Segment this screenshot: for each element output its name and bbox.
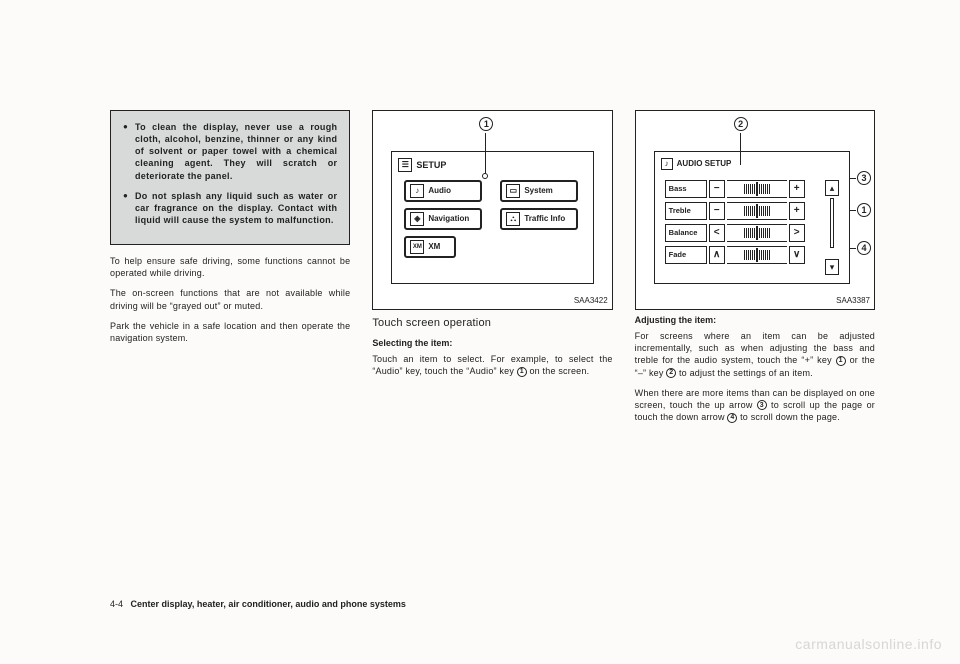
column-1: To clean the display, never use a rough … — [110, 110, 350, 431]
level-bar — [727, 224, 787, 242]
column-2: 1 ☰ SETUP ♪ Audio ▭ System ◈ Naviga — [372, 110, 612, 431]
minus-button[interactable]: − — [709, 202, 725, 220]
caution-item: To clean the display, never use a rough … — [123, 121, 337, 182]
level-bar — [727, 180, 787, 198]
body-text: For screens where an item can be adjuste… — [635, 330, 875, 379]
button-label: System — [524, 186, 552, 197]
row-label: Bass — [665, 180, 707, 198]
screen-title-text: AUDIO SETUP — [677, 159, 732, 170]
figure-audio-setup: 2 3 1 4 ♪ AUDIO SETUP Bass − + Treble — [635, 110, 875, 310]
callout-circle: 3 — [857, 171, 871, 185]
callout-circle: 1 — [857, 203, 871, 217]
inline-callout: 1 — [517, 367, 527, 377]
button-label: Navigation — [428, 214, 469, 225]
scroll-up-button[interactable]: ▴ — [825, 180, 839, 196]
scroll-down-button[interactable]: ▾ — [825, 259, 839, 275]
audio-setup-screen: ♪ AUDIO SETUP Bass − + Treble − + B — [654, 151, 850, 284]
bass-row: Bass − + — [665, 180, 805, 198]
sub-heading: Selecting the item: — [372, 337, 612, 349]
callout-circle: 4 — [857, 241, 871, 255]
system-icon: ▭ — [506, 184, 520, 198]
xm-button[interactable]: XM XM — [404, 236, 456, 258]
button-label: Traffic Info — [524, 214, 565, 225]
down-button[interactable]: ∨ — [789, 246, 805, 264]
plus-button[interactable]: + — [789, 202, 805, 220]
page-number: 4-4 — [110, 599, 123, 609]
row-label: Balance — [665, 224, 707, 242]
figure-id: SAA3387 — [836, 296, 870, 307]
right-button[interactable]: > — [789, 224, 805, 242]
callout-circle: 2 — [734, 117, 748, 131]
page-content: To clean the display, never use a rough … — [110, 110, 875, 431]
caution-item: Do not splash any liquid such as water o… — [123, 190, 337, 226]
sub-heading: Adjusting the item: — [635, 314, 875, 326]
inline-callout: 2 — [666, 368, 676, 378]
level-bar — [727, 246, 787, 264]
navigation-button[interactable]: ◈ Navigation — [404, 208, 482, 230]
body-text: To help ensure safe driving, some functi… — [110, 255, 350, 279]
leader-line — [850, 178, 856, 179]
button-label: Audio — [428, 186, 451, 197]
chapter-title: Center display, heater, air conditioner,… — [131, 599, 406, 609]
figure-setup-screen: 1 ☰ SETUP ♪ Audio ▭ System ◈ Naviga — [372, 110, 612, 310]
text-fragment: on the screen. — [529, 366, 589, 376]
audio-button[interactable]: ♪ Audio — [404, 180, 482, 202]
callout-circle: 1 — [479, 117, 493, 131]
body-text: Park the vehicle in a safe location and … — [110, 320, 350, 344]
inline-callout: 3 — [757, 400, 767, 410]
setup-screen: ☰ SETUP ♪ Audio ▭ System ◈ Navigation ⛬ — [391, 151, 593, 284]
page-footer: 4-4 Center display, heater, air conditio… — [110, 599, 406, 609]
screen-title: ☰ SETUP — [398, 158, 446, 172]
level-bar — [727, 202, 787, 220]
text-fragment: to adjust the settings of an item. — [679, 368, 813, 378]
traffic-icon: ⛬ — [506, 212, 520, 226]
screen-title-text: SETUP — [416, 159, 446, 171]
button-label: XM — [428, 242, 440, 253]
body-text: When there are more items than can be di… — [635, 387, 875, 423]
navigation-icon: ◈ — [410, 212, 424, 226]
traffic-button[interactable]: ⛬ Traffic Info — [500, 208, 578, 230]
row-label: Fade — [665, 246, 707, 264]
up-button[interactable]: ∧ — [709, 246, 725, 264]
scroll-track: ▴ ▾ — [825, 180, 839, 275]
setup-icon: ☰ — [398, 158, 412, 172]
plus-button[interactable]: + — [789, 180, 805, 198]
audio-icon: ♪ — [410, 184, 424, 198]
column-3: 2 3 1 4 ♪ AUDIO SETUP Bass − + Treble — [635, 110, 875, 431]
scroll-thumb[interactable] — [830, 198, 834, 248]
section-heading: Touch screen operation — [372, 316, 612, 331]
treble-row: Treble − + — [665, 202, 805, 220]
speaker-icon: ♪ — [661, 158, 673, 170]
screen-title: ♪ AUDIO SETUP — [661, 158, 732, 170]
fade-row: Fade ∧ ∨ — [665, 246, 805, 264]
xm-icon: XM — [410, 240, 424, 254]
system-button[interactable]: ▭ System — [500, 180, 578, 202]
body-text: Touch an item to select. For example, to… — [372, 353, 612, 377]
leader-line — [850, 248, 856, 249]
caution-box: To clean the display, never use a rough … — [110, 110, 350, 245]
text-fragment: to scroll down the page. — [740, 412, 840, 422]
leader-line — [850, 210, 856, 211]
watermark: carmanualsonline.info — [795, 636, 942, 652]
minus-button[interactable]: − — [709, 180, 725, 198]
body-text: The on-screen functions that are not ava… — [110, 287, 350, 311]
row-label: Treble — [665, 202, 707, 220]
inline-callout: 4 — [727, 413, 737, 423]
left-button[interactable]: < — [709, 224, 725, 242]
figure-id: SAA3422 — [574, 296, 608, 307]
balance-row: Balance < > — [665, 224, 805, 242]
inline-callout: 1 — [836, 356, 846, 366]
